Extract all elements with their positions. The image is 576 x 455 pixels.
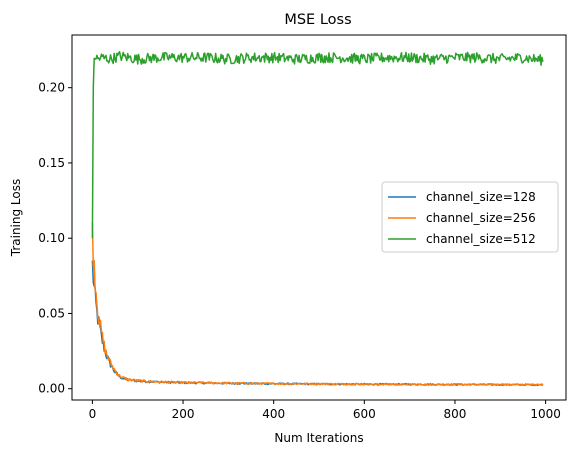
x-axis-label: Num Iterations <box>274 431 363 445</box>
legend-label: channel_size=256 <box>426 211 536 225</box>
x-tick-label: 0 <box>89 407 97 421</box>
plot-frame <box>71 34 567 401</box>
x-axis: 0 200 400 600 800 1000 <box>89 400 561 421</box>
y-axis-label: Training Loss <box>9 179 23 257</box>
x-tick-label: 600 <box>353 407 376 421</box>
series-line-channel-size-512 <box>91 50 544 239</box>
chart-title: MSE Loss <box>284 12 351 28</box>
y-tick-label: 0.15 <box>38 156 65 170</box>
legend: channel_size=128 channel_size=256 channel_… <box>381 181 559 253</box>
series-line-channel-size-256 <box>91 222 544 387</box>
y-axis: 0.00 0.05 0.10 0.15 0.20 <box>38 81 72 396</box>
legend-box <box>381 181 559 253</box>
y-tick-label: 0.20 <box>38 81 65 95</box>
x-tick-label: 400 <box>262 407 285 421</box>
plot-area <box>91 50 544 387</box>
x-tick-label: 1000 <box>530 407 561 421</box>
legend-label: channel_size=512 <box>426 232 536 246</box>
x-tick-label: 200 <box>172 407 195 421</box>
x-tick-label: 800 <box>444 407 467 421</box>
legend-label: channel_size=128 <box>426 190 536 204</box>
y-tick-label: 0.10 <box>38 231 65 245</box>
y-tick-label: 0.00 <box>38 382 65 396</box>
y-tick-label: 0.05 <box>38 306 65 320</box>
